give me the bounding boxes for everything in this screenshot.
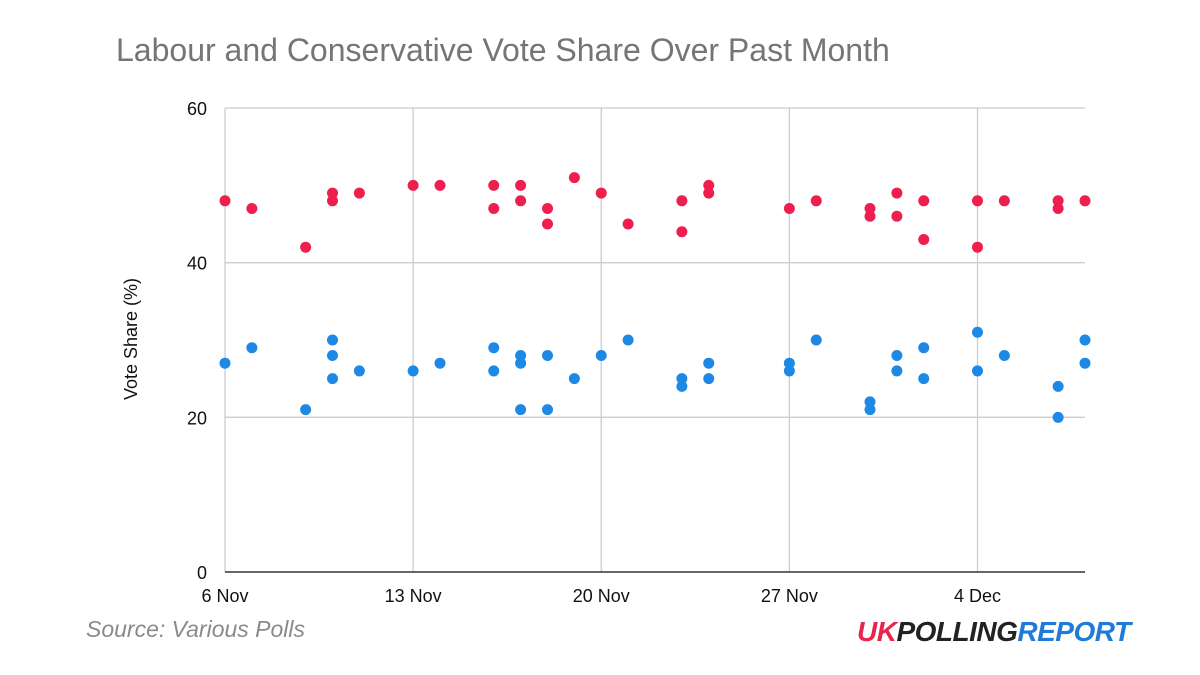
series-2-point: [972, 365, 983, 377]
series-1-point: [595, 187, 607, 199]
series-2-point: [998, 349, 1010, 361]
series-2-point: [676, 380, 688, 392]
series-2-point: [327, 373, 338, 385]
series-2-point: [515, 349, 527, 361]
logo-polling: POLLING: [896, 616, 1018, 647]
series-2-point: [783, 365, 795, 377]
series-1-point: [327, 187, 338, 199]
series-1-point: [1052, 195, 1064, 207]
x-tick-label: 20 Nov: [573, 586, 630, 606]
series-1-point: [300, 241, 312, 253]
series-1-point: [542, 203, 553, 215]
chart-title: Labour and Conservative Vote Share Over …: [116, 32, 890, 68]
series-2-point: [1052, 380, 1064, 392]
series-1-point: [1052, 203, 1064, 215]
x-tick-label: 13 Nov: [385, 586, 442, 606]
series-1-point: [676, 226, 688, 238]
series-2-point: [246, 342, 258, 354]
source-note: Source: Various Polls: [86, 616, 306, 642]
series-2-point: [488, 365, 500, 377]
series-1-point: [1079, 195, 1091, 207]
series-1-point: [703, 187, 715, 199]
series-1-point: [918, 195, 930, 207]
series-2-point: [488, 342, 500, 354]
series-1-point: [622, 218, 634, 230]
y-tick-label: 20: [187, 408, 207, 428]
series-1-point: [434, 179, 446, 191]
logo-uk: UK: [857, 616, 897, 647]
x-tick-label: 6 Nov: [201, 586, 248, 606]
series-1-point: [327, 195, 338, 207]
y-tick-label: 40: [187, 254, 207, 274]
series-1-point: [515, 195, 527, 207]
series-2-point: [595, 349, 607, 361]
series-2-point: [300, 404, 312, 416]
series-2-point: [676, 373, 688, 385]
series-1-point: [407, 179, 419, 191]
series-2-point: [1079, 334, 1091, 346]
series-2-point: [891, 349, 903, 361]
series-2-point: [327, 349, 338, 361]
series-1-point: [515, 179, 527, 191]
series-2-point: [219, 357, 231, 369]
series-1-point: [568, 172, 580, 184]
series-1-point: [918, 233, 930, 245]
series-1-point: [972, 241, 983, 253]
y-tick-label: 0: [197, 563, 207, 583]
axes: 0 20 40 60 6 Nov 13 Nov 20 Nov 27 Nov 4 Dec: [187, 99, 1085, 606]
series-2-point: [783, 357, 795, 369]
series-1-point: [810, 195, 822, 207]
series-2-point: [515, 404, 527, 416]
logo-report: REPORT: [1017, 616, 1131, 647]
series-2-point: [353, 365, 365, 377]
x-tick-label: 4 Dec: [954, 586, 1001, 606]
series-1-point: [219, 195, 231, 207]
series-2-point: [891, 365, 903, 377]
y-tick-label: 60: [187, 99, 207, 119]
series-1-point: [488, 179, 500, 191]
series-1-point: [864, 210, 876, 222]
series-2-point: [515, 357, 527, 369]
series-1-point: [676, 195, 688, 207]
series-2-point: [972, 326, 983, 338]
series-2-point: [703, 373, 715, 385]
series-2-point: [327, 334, 338, 346]
series-2-point: [864, 404, 876, 416]
series-1-point: [488, 203, 500, 215]
series-1-point: [972, 195, 983, 207]
data-points: [219, 172, 1091, 423]
series-2-point: [1079, 357, 1091, 369]
series-2-point: [918, 373, 930, 385]
grid-lines: [224, 107, 1085, 572]
series-2-point: [1052, 411, 1064, 423]
series-2-point: [407, 365, 419, 377]
series-2-point: [864, 396, 876, 408]
series-2-point: [703, 357, 715, 369]
series-2-point: [542, 349, 553, 361]
y-axis-label: Vote Share (%): [121, 278, 141, 400]
series-1-point: [783, 203, 795, 215]
series-1-point: [246, 203, 258, 215]
series-1-point: [703, 179, 715, 191]
series-1-point: [864, 203, 876, 215]
series-2-point: [568, 373, 580, 385]
series-2-point: [434, 357, 446, 369]
x-tick-label: 27 Nov: [761, 586, 818, 606]
series-1-point: [998, 195, 1010, 207]
series-1-point: [891, 210, 903, 222]
series-2-point: [542, 404, 553, 416]
series-1-point: [542, 218, 553, 230]
ukpollingreport-logo[interactable]: UKPOLLINGREPORT: [857, 616, 1131, 648]
series-2-point: [918, 342, 930, 354]
series-1-point: [891, 187, 903, 199]
series-2-point: [810, 334, 822, 346]
series-1-point: [353, 187, 365, 199]
series-2-point: [622, 334, 634, 346]
